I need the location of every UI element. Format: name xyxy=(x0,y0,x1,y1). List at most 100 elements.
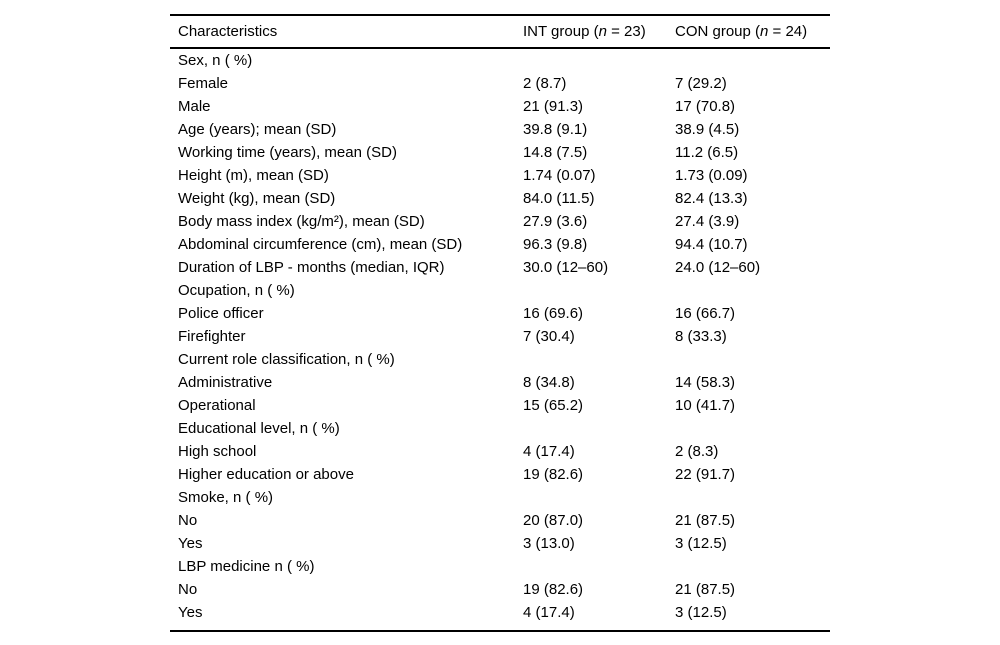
con-value: 16 (66.7) xyxy=(675,305,736,322)
table-row: Working time (years), mean (SD) 14.8 (7.5… xyxy=(170,141,830,164)
row-label: Body mass index (kg/m²), mean (SD) xyxy=(178,213,425,230)
table-row: High school 4 (17.4) 2 (8.3) xyxy=(170,440,830,463)
int-value: 4 (17.4) xyxy=(523,604,575,621)
row-label: Smoke, n ( %) xyxy=(178,489,274,506)
int-value: 3 (13.0) xyxy=(523,535,575,552)
row-label: Abdominal circumference (cm), mean (SD) xyxy=(178,236,463,253)
table-row: Height (m), mean (SD) 1.74 (0.07) 1.73 (0.… xyxy=(170,164,830,187)
con-value: 2 (8.3) xyxy=(675,443,719,460)
row-label: Age (years); mean (SD) xyxy=(178,121,337,138)
con-value: 94.4 (10.7) xyxy=(675,236,748,253)
con-value: 27.4 (3.9) xyxy=(675,213,740,230)
table-row: Sex, n ( %) xyxy=(170,49,830,72)
header-con-prefix: CON group ( xyxy=(675,23,761,40)
row-label: Administrative xyxy=(178,374,273,391)
row-label: Height (m), mean (SD) xyxy=(178,167,329,184)
header-int-prefix: INT group ( xyxy=(523,23,599,40)
table-row: Yes 4 (17.4) 3 (12.5) xyxy=(170,601,830,624)
con-value: 3 (12.5) xyxy=(675,535,727,552)
con-value: 21 (87.5) xyxy=(675,581,736,598)
row-label: Operational xyxy=(178,397,256,414)
table-row: Male 21 (91.3) 17 (70.8) xyxy=(170,95,830,118)
con-value: 17 (70.8) xyxy=(675,98,736,115)
header-con-suffix: = 24) xyxy=(768,23,808,40)
con-value: 14 (58.3) xyxy=(675,374,736,391)
row-label: Ocupation, n ( %) xyxy=(178,282,295,299)
row-label: Current role classification, n ( %) xyxy=(178,351,395,368)
int-value: 84.0 (11.5) xyxy=(523,190,595,207)
con-value: 7 (29.2) xyxy=(675,75,727,92)
header-int-n-italic: n xyxy=(598,23,607,40)
con-value: 22 (91.7) xyxy=(675,466,736,483)
table-row: Age (years); mean (SD) 39.8 (9.1) 38.9 (4.… xyxy=(170,118,830,141)
table-row: Firefighter 7 (30.4) 8 (33.3) xyxy=(170,325,830,348)
table-top-rule xyxy=(170,14,830,16)
row-label: Educational level, n ( %) xyxy=(178,420,340,437)
table-row: Yes 3 (13.0) 3 (12.5) xyxy=(170,532,830,555)
table-row: No 19 (82.6) 21 (87.5) xyxy=(170,578,830,601)
row-label: High school xyxy=(178,443,257,460)
int-value: 39.8 (9.1) xyxy=(523,121,588,138)
table-bottom-rule xyxy=(170,630,830,632)
row-label: Yes xyxy=(178,604,203,621)
row-label: Duration of LBP - months (median, IQR) xyxy=(178,259,445,276)
table-row: Operational 15 (65.2) 10 (41.7) xyxy=(170,394,830,417)
int-value: 16 (69.6) xyxy=(523,305,584,322)
table-body: Sex, n ( %) Female 2 (8.7) 7 (29.2) Male 21 (… xyxy=(170,49,830,624)
table-row: LBP medicine n ( %) xyxy=(170,555,830,578)
con-value: 1.73 (0.09) xyxy=(675,167,748,184)
int-value: 19 (82.6) xyxy=(523,581,584,598)
con-value: 8 (33.3) xyxy=(675,328,727,345)
row-label: Male xyxy=(178,98,211,115)
con-value: 24.0 (12–60) xyxy=(675,259,761,276)
row-label: Yes xyxy=(178,535,203,552)
table-row: Ocupation, n ( %) xyxy=(170,279,830,302)
table-row: Higher education or above 19 (82.6) 22 (91… xyxy=(170,463,830,486)
table-row: Educational level, n ( %) xyxy=(170,417,830,440)
int-value: 19 (82.6) xyxy=(523,466,584,483)
header-int-suffix: = 23) xyxy=(606,23,646,40)
table-row: Smoke, n ( %) xyxy=(170,486,830,509)
int-value: 96.3 (9.8) xyxy=(523,236,588,253)
int-value: 4 (17.4) xyxy=(523,443,575,460)
table-row: Abdominal circumference (cm), mean (SD) 9… xyxy=(170,233,830,256)
header-characteristics: Characteristics xyxy=(178,23,278,40)
int-value: 7 (30.4) xyxy=(523,328,575,345)
header-con-n-italic: n xyxy=(760,23,769,40)
int-value: 27.9 (3.6) xyxy=(523,213,588,230)
row-label: LBP medicine n ( %) xyxy=(178,558,315,575)
table-row: Duration of LBP - months (median, IQR) 30… xyxy=(170,256,830,279)
table-row: No 20 (87.0) 21 (87.5) xyxy=(170,509,830,532)
int-value: 21 (91.3) xyxy=(523,98,584,115)
row-label: Firefighter xyxy=(178,328,246,345)
row-label: Female xyxy=(178,75,229,92)
table-row: Body mass index (kg/m²), mean (SD) 27.9 (… xyxy=(170,210,830,233)
header-con-group: CON group (n = 24) xyxy=(675,16,830,47)
table-row: Police officer 16 (69.6) 16 (66.7) xyxy=(170,302,830,325)
con-value: 11.2 (6.5) xyxy=(675,144,739,161)
row-label: Sex, n ( %) xyxy=(178,52,253,69)
row-label: Police officer xyxy=(178,305,264,322)
row-label: Weight (kg), mean (SD) xyxy=(178,190,336,207)
table-row: Current role classification, n ( %) xyxy=(170,348,830,371)
characteristics-table: Characteristics INT group (n = 23) CON g… xyxy=(170,14,830,632)
con-value: 21 (87.5) xyxy=(675,512,736,529)
con-value: 10 (41.7) xyxy=(675,397,736,414)
int-value: 2 (8.7) xyxy=(523,75,567,92)
int-value: 30.0 (12–60) xyxy=(523,259,609,276)
table-row: Administrative 8 (34.8) 14 (58.3) xyxy=(170,371,830,394)
int-value: 1.74 (0.07) xyxy=(523,167,596,184)
con-value: 3 (12.5) xyxy=(675,604,727,621)
int-value: 15 (65.2) xyxy=(523,397,584,414)
header-int-group: INT group (n = 23) xyxy=(523,16,675,47)
row-label: Higher education or above xyxy=(178,466,354,483)
row-label: No xyxy=(178,512,198,529)
int-value: 20 (87.0) xyxy=(523,512,584,529)
table-header-rule xyxy=(170,47,830,49)
con-value: 82.4 (13.3) xyxy=(675,190,748,207)
table-row: Weight (kg), mean (SD) 84.0 (11.5) 82.4 (1… xyxy=(170,187,830,210)
int-value: 8 (34.8) xyxy=(523,374,575,391)
con-value: 38.9 (4.5) xyxy=(675,121,740,138)
table-header-row: Characteristics INT group (n = 23) CON g… xyxy=(170,16,830,47)
